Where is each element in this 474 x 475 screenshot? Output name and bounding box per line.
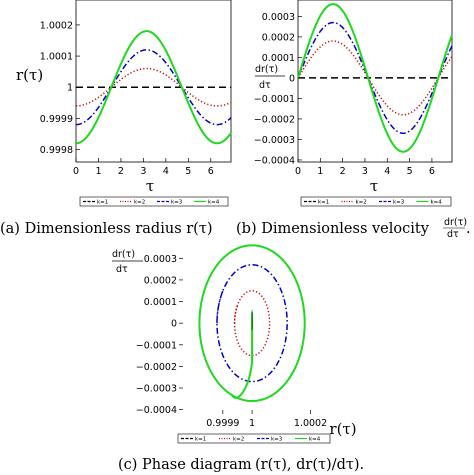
plot-area-phase [179,241,331,414]
series-line-k=3 [297,21,453,135]
plot-area-radius [75,0,232,163]
panel-phase: dr(τ) dτ −0.0004 −0.0003 −0.0002 −0.0001 0 0.… [112,241,364,473]
x-tick-label: 0 [295,166,301,177]
y-label-denominator: dτ [259,80,271,91]
x-tick-label: 3 [140,166,146,177]
y-tick-label: 0.0002 [144,275,177,286]
x-tick-label: 4 [163,166,169,177]
y-tick-label: 0.9998 [40,145,73,156]
y-tick-label: −0.0001 [136,340,177,351]
caption-phase-math: (r(τ), dr(τ)/dτ). [255,457,364,473]
plot-area-velocity [297,0,453,163]
phase-curve-k=3 [216,264,288,383]
x-tick-label: 1 [317,166,323,177]
caption-phase: (c) Phase diagram [118,457,252,473]
y-tick-label: 0 [171,319,177,330]
x-tick-label: 1.0002 [294,418,327,429]
legend-entry-k=1: k=1 [97,200,108,206]
y-tick-label: −0.0002 [136,362,177,373]
y-tick-label: 0.0001 [144,297,177,308]
x-tick-label: 1 [249,418,255,429]
caption-velocity-fraction: dr(τ) dτ . [443,217,471,240]
y-tick-label: −0.0003 [254,135,295,146]
x-tick-label: 4 [384,166,390,177]
caption-velocity: (b) Dimensionless velocity [236,221,430,237]
legend-entry-k=4: k=4 [208,200,220,206]
panel-radius: 0.9998 0.9999 1 1.0001 1.0002 0 1 2 3 4 5 6 r(τ) τ… [0,0,232,237]
legend-entry-k=3: k=3 [171,200,183,206]
x-tick-label: 6 [429,166,435,177]
legend-frame [300,196,452,207]
x-axis-label-velocity: τ [370,177,378,195]
phase-y-label-numerator: dr(τ) [112,249,135,260]
legend-entry-k=4: k=4 [431,200,443,206]
y-tick-label: −0.0002 [254,114,295,125]
y-tick-label: 0.0002 [262,32,295,43]
y-tick-label: 1.0002 [40,20,73,31]
x-axis-label-phase: r(τ) [329,420,356,438]
y-label-numerator: dr(τ) [255,64,278,75]
phase-curve-transient [230,312,254,399]
x-tick-label: 5 [407,166,413,177]
y-tick-label: 0.9999 [40,114,73,125]
phase-curve-k=4 [198,244,306,403]
y-tick-label: 1.0001 [40,52,73,63]
legend-entry-k=3: k=3 [393,200,405,206]
legend-velocity: k=1 k=2 k=3 k=4 [300,196,452,207]
caption-radius: (a) Dimensionless radius r(τ) [0,221,213,237]
x-tick-label: 6 [208,166,214,177]
y-tick-label: −0.0004 [254,155,295,166]
legend-frame [79,196,229,207]
y-tick-label: 0 [289,73,295,84]
phase-curve-k=2 [233,289,271,357]
legend-entry-k=3: k=3 [271,437,283,443]
caption-frac-numerator: dr(τ) [444,217,467,228]
series-line-k=2 [75,67,232,107]
x-tick-label: 5 [185,166,191,177]
series-line-k=3 [75,49,232,126]
y-tick-label: 0.0003 [262,12,295,23]
legend-entry-k=4: k=4 [309,437,321,443]
phase-y-label-denominator: dτ [116,264,128,275]
caption-frac-denominator: dτ [447,229,459,240]
y-axis-label-velocity: dr(τ) dτ [255,64,285,91]
legend-frame [177,433,331,444]
legend-entry-k=2: k=2 [356,200,367,206]
y-tick-label: −0.0004 [136,405,177,416]
x-axis-label-radius: τ [146,177,154,195]
series-line-k=4 [75,30,232,145]
x-tick-label: 3 [362,166,368,177]
x-tick-label: 0 [73,166,79,177]
y-tick-label: −0.0001 [254,94,295,105]
y-tick-label: −0.0003 [136,384,177,395]
y-axis-label-phase: dr(τ) dτ [112,249,143,275]
y-tick-label: 0.0003 [144,254,177,265]
legend-phase: k=1 k=2 k=3 k=4 [177,433,331,444]
legend-entry-k=1: k=1 [195,437,206,443]
panel-velocity: −0.0004 −0.0003 −0.0002 −0.0001 0 0.0001 0.000… [236,0,471,240]
svg-text:.: . [466,221,471,237]
x-tick-label: 2 [118,166,124,177]
legend-entry-k=2: k=2 [233,437,244,443]
y-tick-label: 1 [67,83,73,94]
x-tick-label: 0.9999 [206,418,239,429]
x-tick-label: 2 [340,166,346,177]
series-line-k=4 [297,3,453,153]
y-tick-label: 0.0001 [262,53,295,64]
legend-entry-k=1: k=1 [318,200,329,206]
y-axis-label-radius: r(τ) [16,66,43,84]
legend-entry-k=2: k=2 [134,200,145,206]
legend-radius: k=1 k=2 k=3 k=4 [79,196,229,207]
x-tick-label: 1 [95,166,101,177]
